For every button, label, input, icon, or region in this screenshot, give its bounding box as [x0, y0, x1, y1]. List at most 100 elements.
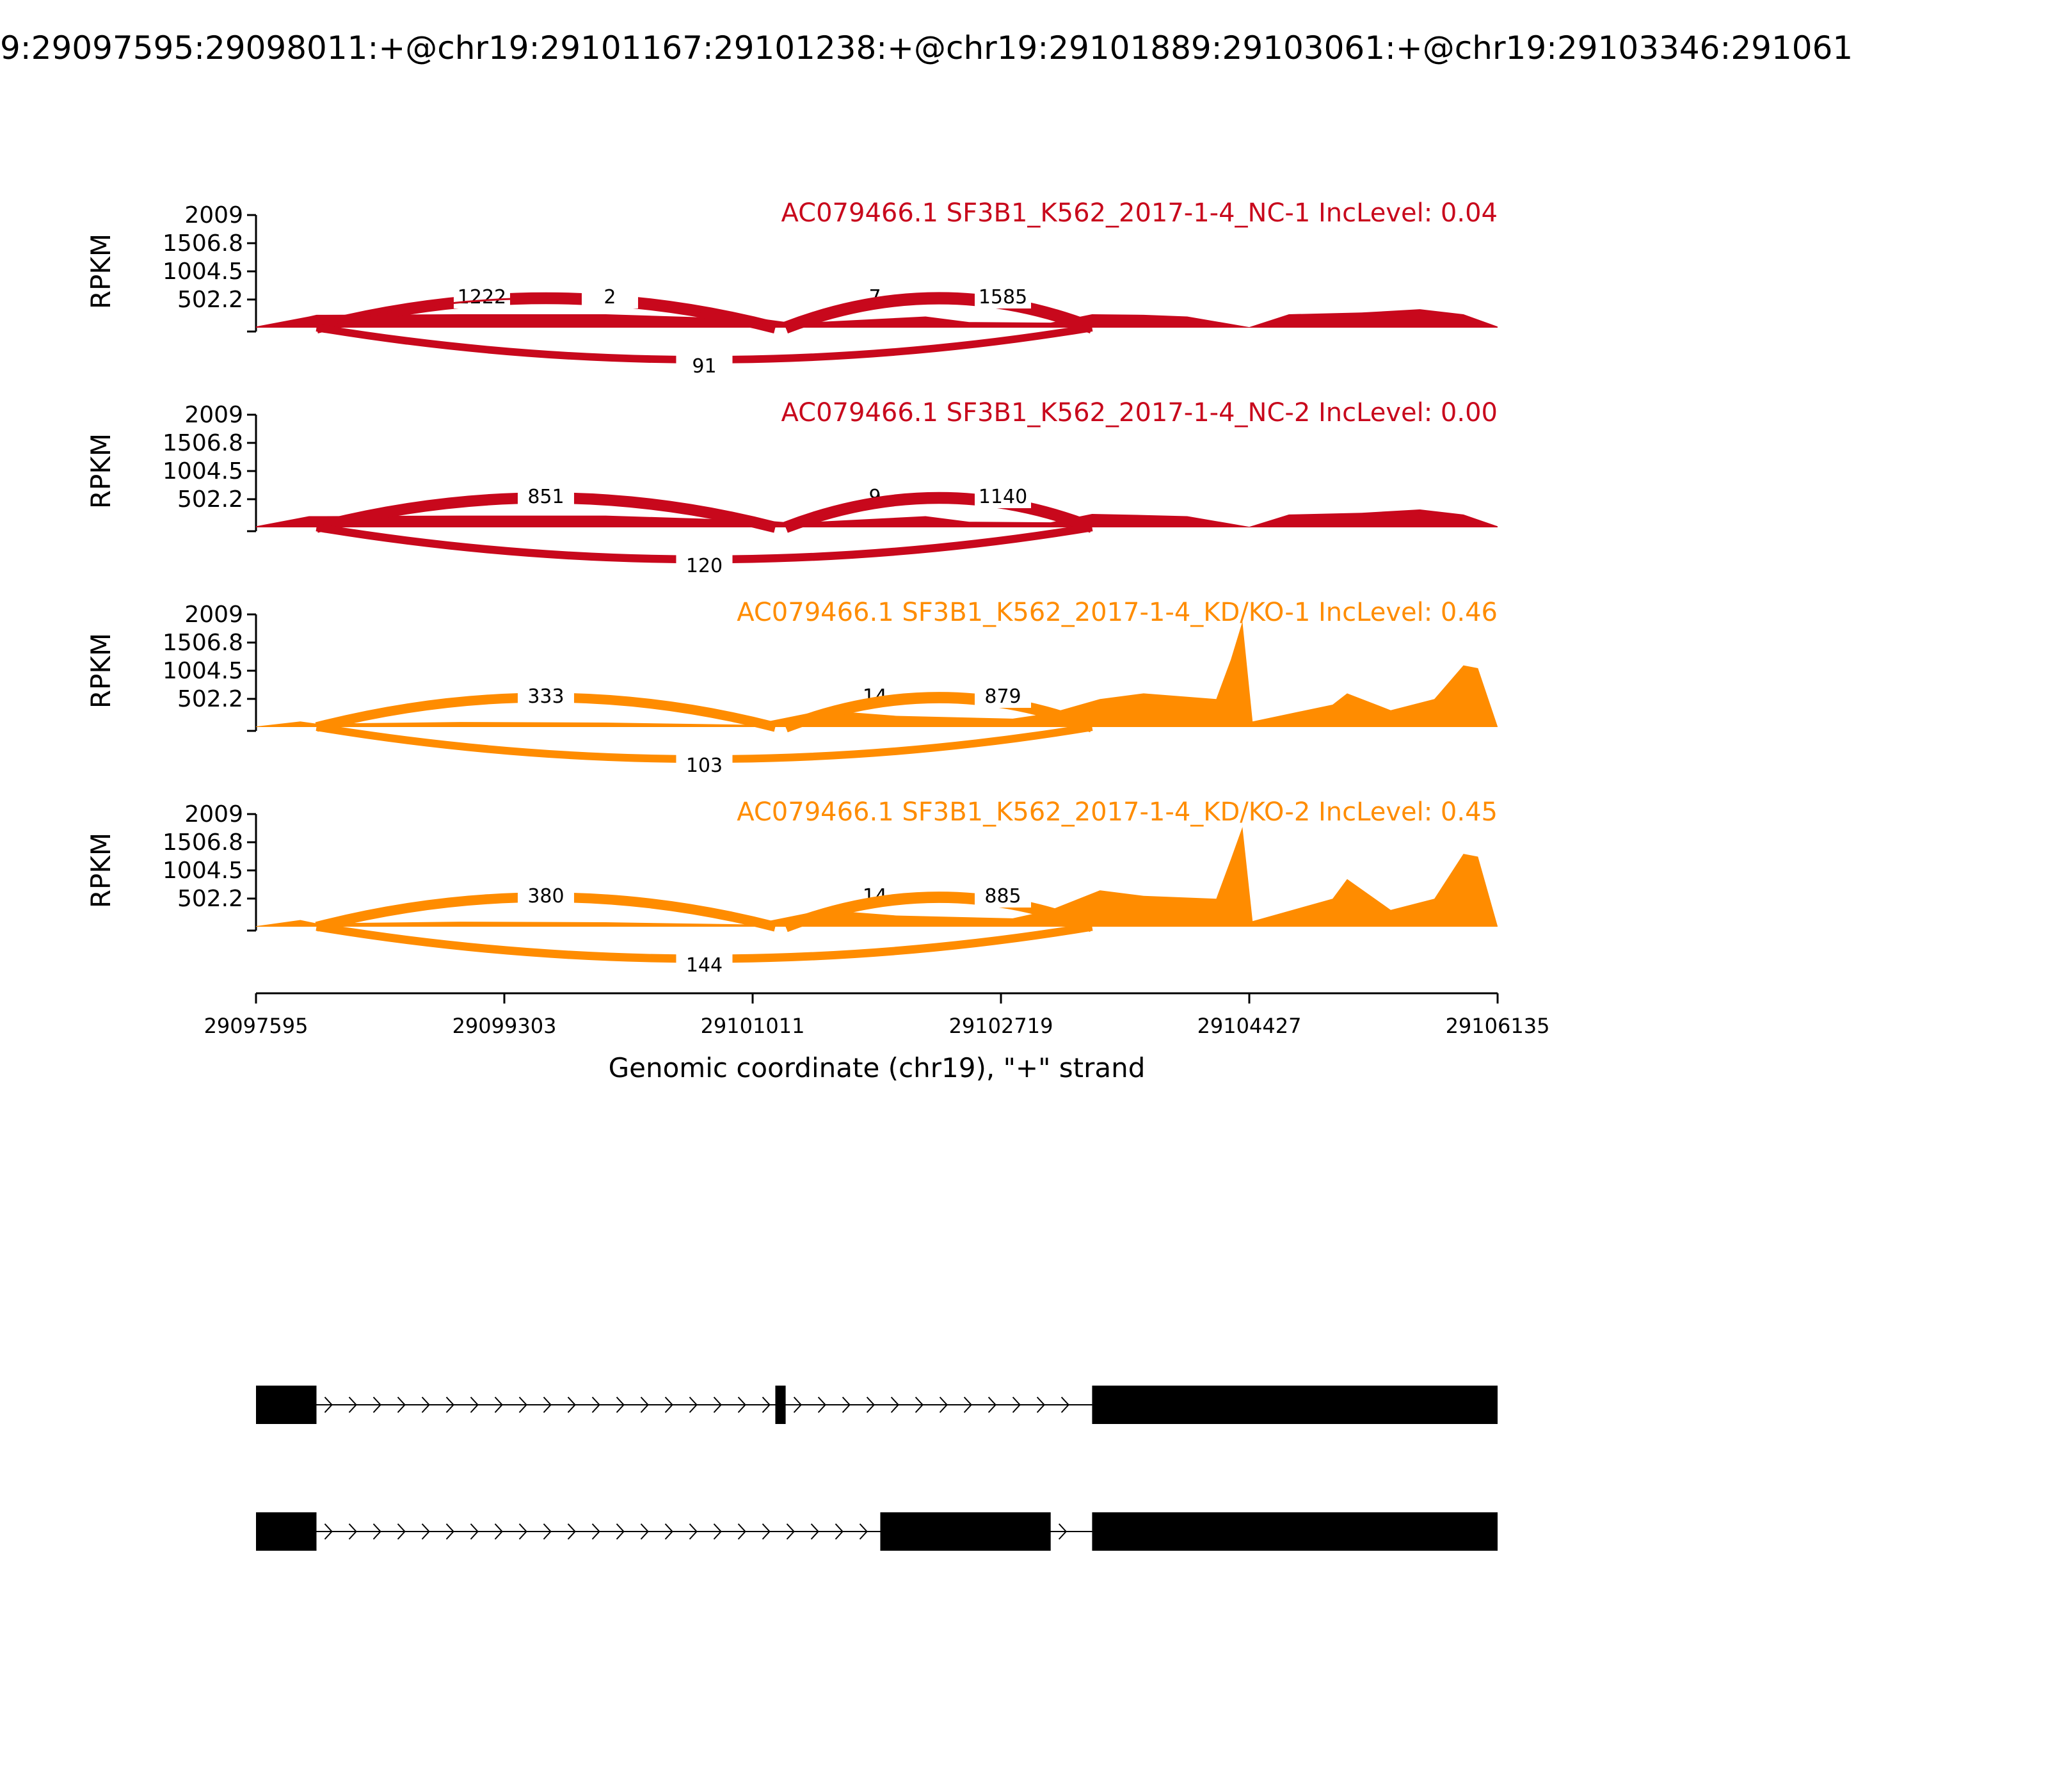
x-tick-label: 29099303 — [452, 1014, 557, 1038]
y-tick-label: 1506.8 — [163, 630, 243, 656]
strand-chevron — [494, 1396, 503, 1413]
strand-chevron — [591, 1396, 600, 1413]
strand-chevron — [1012, 1396, 1021, 1413]
coverage-area — [256, 621, 1498, 727]
strand-chevron — [939, 1396, 948, 1413]
panel-title: AC079466.1 SF3B1_K562_2017-1-4_KD/KO-2 I… — [737, 797, 1498, 827]
y-tick-label: 502.2 — [177, 686, 243, 712]
junction-label-bg — [517, 685, 574, 708]
strand-chevron — [664, 1523, 673, 1540]
strand-chevron — [859, 1523, 868, 1540]
junction-label: 879 — [984, 685, 1021, 708]
isoform — [256, 1386, 1498, 1424]
strand-chevron — [737, 1396, 746, 1413]
strand-chevron — [640, 1523, 649, 1540]
strand-chevron — [1058, 1523, 1068, 1540]
strand-chevron — [915, 1396, 924, 1413]
junction-label: 1222 — [458, 286, 506, 308]
strand-chevron — [421, 1396, 430, 1413]
junction-label-bg — [676, 954, 733, 977]
junction-label-bg — [676, 754, 733, 777]
strand-chevron — [689, 1523, 698, 1540]
exon-block — [880, 1512, 1051, 1551]
strand-chevron — [397, 1523, 406, 1540]
y-tick-label: 502.2 — [177, 886, 243, 912]
exon-block — [775, 1386, 786, 1424]
junction-label: 103 — [686, 755, 723, 777]
junction-label-bg — [975, 685, 1031, 708]
strand-chevron — [842, 1396, 851, 1413]
x-tick-label: 29101011 — [701, 1014, 805, 1038]
strand-chevron — [810, 1523, 819, 1540]
junction-label-bg — [975, 884, 1031, 908]
strand-chevron — [543, 1396, 552, 1413]
strand-chevron — [640, 1396, 649, 1413]
coverage-area — [256, 509, 1498, 527]
y-tick-label: 1506.8 — [163, 230, 243, 257]
strand-chevron — [713, 1396, 722, 1413]
strand-chevron — [890, 1396, 899, 1413]
isoform — [256, 1512, 1498, 1551]
junction-label: 851 — [527, 486, 564, 508]
strand-chevron — [421, 1523, 430, 1540]
y-tick-label: 2009 — [184, 402, 243, 428]
y-axis-label: RPKM — [85, 633, 116, 708]
y-tick-label: 2009 — [184, 202, 243, 228]
junction-label-bg — [517, 485, 574, 508]
coverage-area — [256, 827, 1498, 927]
exon-block — [1092, 1512, 1498, 1551]
x-axis-label: Genomic coordinate (chr19), "+" strand — [609, 1052, 1146, 1084]
junction-label: 885 — [984, 885, 1021, 908]
y-tick-label: 502.2 — [177, 287, 243, 313]
y-tick-label: 2009 — [184, 801, 243, 828]
junction-arc — [783, 292, 1094, 333]
strand-chevron — [324, 1523, 333, 1540]
strand-chevron — [817, 1396, 826, 1413]
strand-chevron — [518, 1396, 527, 1413]
x-tick-label: 29102719 — [949, 1014, 1053, 1038]
y-tick-label: 1004.5 — [163, 858, 243, 884]
strand-chevron — [397, 1396, 406, 1413]
strand-chevron — [689, 1396, 698, 1413]
y-tick-label: 1004.5 — [163, 458, 243, 484]
junction-label: 1140 — [979, 486, 1027, 508]
strand-chevron — [835, 1523, 844, 1540]
junction-label: 144 — [686, 954, 723, 977]
junction-label-bg — [453, 285, 510, 308]
junction-label: 1585 — [979, 286, 1027, 308]
y-tick-label: 1506.8 — [163, 430, 243, 456]
panel-title: AC079466.1 SF3B1_K562_2017-1-4_KD/KO-1 I… — [737, 598, 1498, 627]
strand-chevron — [591, 1523, 600, 1540]
y-tick-label: 2009 — [184, 602, 243, 628]
junction-arc — [783, 892, 1094, 932]
strand-chevron — [470, 1523, 479, 1540]
strand-chevron — [1060, 1396, 1069, 1413]
junction-label: 380 — [527, 885, 564, 908]
panel-title: AC079466.1 SF3B1_K562_2017-1-4_NC-2 IncL… — [781, 398, 1498, 428]
strand-chevron — [470, 1396, 479, 1413]
strand-chevron — [445, 1523, 454, 1540]
strand-chevron — [664, 1396, 673, 1413]
plot-title: 9:29097595:29098011:+@chr19:29101167:291… — [0, 29, 1853, 67]
strand-chevron — [567, 1523, 576, 1540]
coverage-area — [256, 309, 1498, 328]
panel-title: AC079466.1 SF3B1_K562_2017-1-4_NC-1 IncL… — [781, 198, 1498, 228]
x-axis: 29097595 29099303 29101011 29102719 29104427… — [204, 992, 1549, 1038]
junction-label-bg — [975, 285, 1031, 308]
x-tick-label: 29104427 — [1197, 1014, 1302, 1038]
junction-arc — [783, 492, 1094, 533]
exon-block — [1092, 1386, 1498, 1424]
x-tick-label: 29097595 — [204, 1014, 308, 1038]
isoform-track — [256, 1386, 1498, 1551]
junction-arc — [783, 692, 1094, 733]
y-tick-label: 1506.8 — [163, 829, 243, 856]
junction-label-bg — [975, 485, 1031, 508]
strand-chevron — [445, 1396, 454, 1413]
